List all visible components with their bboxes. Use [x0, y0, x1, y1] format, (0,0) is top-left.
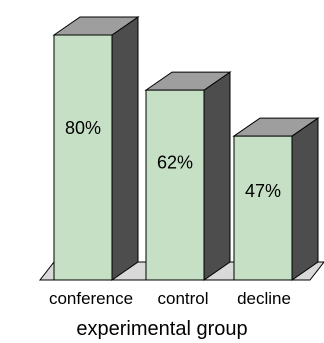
- category-labels: conference control decline: [49, 289, 291, 308]
- bar-conference: 80%: [52, 16, 140, 281]
- bar-side-face: [291, 117, 319, 281]
- category-label-conference: conference: [49, 289, 133, 308]
- bars-group: 80% 62% 47%: [52, 16, 320, 281]
- category-label-control: control: [157, 289, 208, 308]
- x-axis-title: experimental group: [76, 318, 247, 340]
- bar-decline: 47%: [232, 117, 320, 281]
- bar-value-label: 47%: [245, 181, 281, 201]
- bar-control: 62%: [144, 71, 232, 281]
- bar-front-face: [53, 34, 113, 281]
- bar-value-label: 80%: [65, 118, 101, 138]
- bar-front-face: [145, 89, 205, 281]
- bar-value-label: 62%: [157, 152, 193, 172]
- category-label-decline: decline: [237, 289, 291, 308]
- bar-side-face: [111, 16, 139, 281]
- bar-front-face: [233, 135, 293, 281]
- bar-side-face: [203, 71, 231, 281]
